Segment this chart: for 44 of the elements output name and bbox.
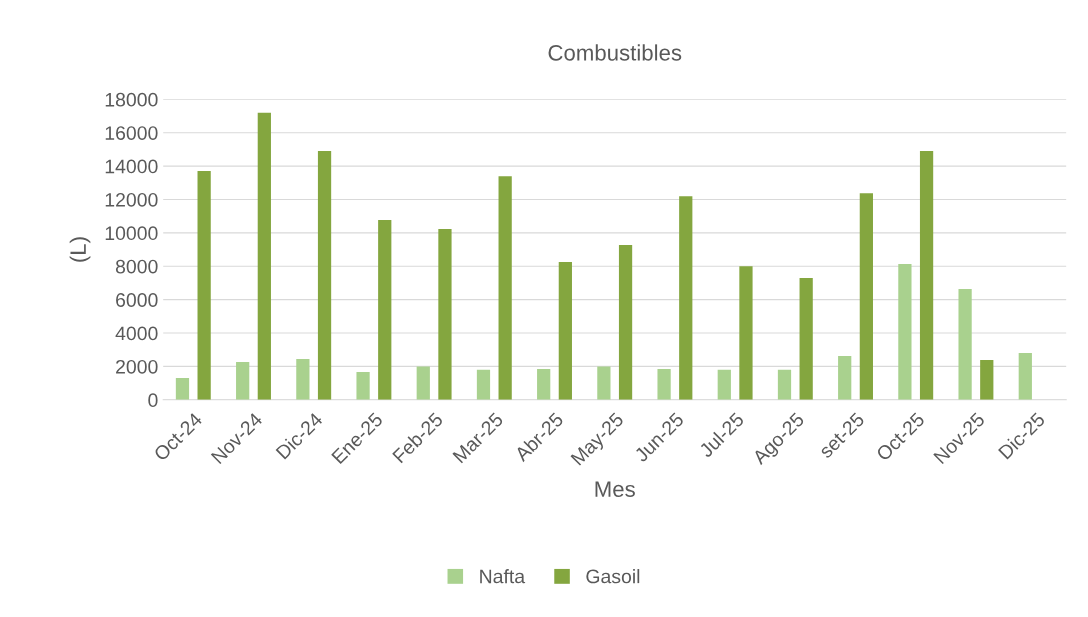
y-tick-label: 12000 (105, 192, 158, 207)
bar (197, 171, 211, 400)
legend-label: Gasoil (586, 569, 640, 584)
bar (558, 262, 572, 400)
bar (980, 359, 994, 400)
bar (717, 369, 731, 400)
bar (1018, 353, 1032, 400)
bar (175, 378, 190, 400)
bar (236, 361, 250, 400)
y-tick-label: 16000 (105, 126, 158, 140)
bar (498, 176, 512, 400)
bar (378, 220, 392, 400)
y-axis-title: (L) (69, 237, 91, 262)
bar (257, 112, 271, 400)
y-tick-label: 8000 (115, 259, 158, 274)
chart-title: Combustibles (548, 44, 682, 61)
y-tick-label: 6000 (116, 293, 158, 307)
bar (919, 151, 934, 400)
bar (356, 371, 370, 400)
bar (537, 368, 551, 400)
y-tick-label: 4000 (115, 326, 158, 341)
bar (657, 368, 671, 400)
y-tick-label: 10000 (105, 226, 158, 241)
bar (777, 369, 792, 400)
bar (859, 193, 873, 400)
bar (739, 266, 753, 400)
bar (898, 264, 912, 400)
bar (296, 358, 310, 400)
y-tick-label: 14000 (105, 159, 158, 174)
x-axis-title: Mes (595, 481, 635, 498)
bar (618, 245, 633, 400)
bar (958, 288, 972, 400)
bar (679, 196, 693, 400)
bar (597, 366, 611, 400)
bar (799, 277, 813, 400)
bar (838, 355, 852, 400)
bar (317, 151, 332, 400)
bar (476, 369, 491, 400)
y-tick-label: 2000 (116, 359, 158, 374)
legend-label: Nafta (480, 569, 526, 584)
y-tick-label: 0 (148, 393, 158, 408)
y-tick-label: 18000 (105, 92, 158, 107)
bar (438, 229, 452, 400)
bar (416, 366, 430, 400)
